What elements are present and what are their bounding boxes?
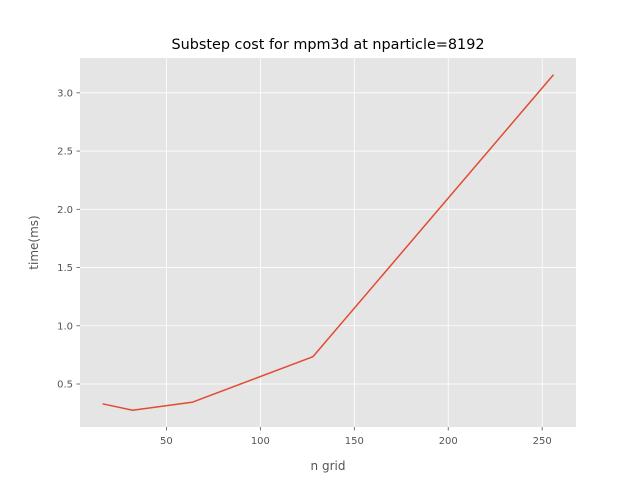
y-axis-label: time(ms) (27, 215, 41, 269)
x-tick-label: 100 (251, 436, 270, 447)
chart-title: Substep cost for mpm3d at nparticle=8192 (171, 37, 484, 53)
y-tick-label: 1.0 (57, 321, 73, 332)
series-layer (102, 74, 555, 411)
series-line (102, 74, 555, 411)
x-tick-label: 50 (160, 436, 173, 447)
x-axis-label: n grid (311, 459, 346, 473)
x-axis: 50 100 150 200 250 (160, 427, 552, 447)
y-tick-label: 1.5 (57, 263, 73, 274)
y-tick-label: 3.0 (57, 88, 73, 99)
y-axis: 0.5 1.0 1.5 2.0 2.5 3.0 (57, 88, 80, 391)
x-tick-label: 200 (439, 436, 458, 447)
grid (80, 58, 576, 427)
y-tick-label: 0.5 (57, 380, 73, 391)
x-tick-label: 250 (533, 436, 552, 447)
plot-area (80, 58, 576, 427)
x-tick-label: 150 (345, 436, 364, 447)
y-tick-label: 2.5 (57, 147, 73, 158)
y-tick-label: 2.0 (57, 205, 73, 216)
